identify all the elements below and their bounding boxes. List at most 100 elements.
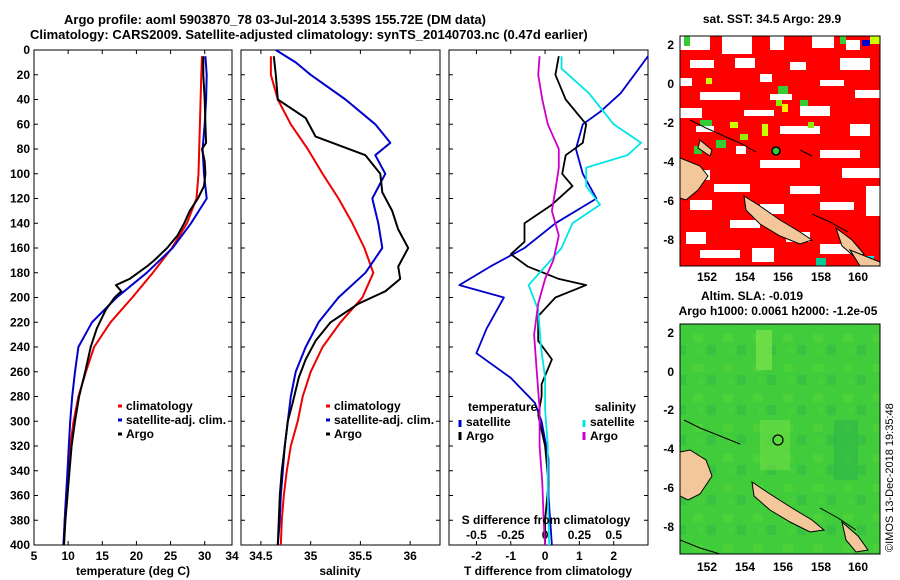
- sla-x-tick: 156: [773, 560, 793, 574]
- legend-label-climatology: climatology: [126, 399, 193, 413]
- x-tick-label: 36: [403, 549, 417, 563]
- difference-x2-axis-label: S difference from climatology: [462, 513, 631, 527]
- x-tick-label: 1: [576, 549, 583, 563]
- depth-tick-label: 240: [10, 340, 30, 354]
- legend-label-argo: Argo: [334, 427, 362, 441]
- sst-map-title: sat. SST: 34.5 Argo: 29.9: [703, 12, 842, 26]
- sla-y-tick: -4: [663, 442, 674, 456]
- series-line-salinity-argo: [533, 56, 560, 546]
- x-tick-label: 2: [610, 549, 617, 563]
- x-tick-label: 34: [225, 549, 239, 563]
- depth-tick-label: 220: [10, 315, 30, 329]
- legend-label-argo: Argo: [126, 427, 154, 441]
- x-tick-label: 20: [130, 549, 144, 563]
- sla-map-x-ticks: 152 154 156 158 160: [697, 560, 868, 574]
- depth-tick-label: 340: [10, 464, 30, 478]
- sla-y-tick: 2: [667, 326, 674, 340]
- sst-x-tick: 154: [735, 270, 755, 284]
- sst-y-tick: -4: [663, 155, 674, 169]
- x-tick-label: 0: [542, 549, 549, 563]
- series-line-climatology: [269, 56, 375, 546]
- depth-tick-label: 300: [10, 414, 30, 428]
- sst-map-x-ticks: 152 154 156 158 160: [697, 270, 868, 284]
- legend-label-satellite: satellite-adj. clim.: [334, 413, 434, 427]
- depth-tick-label: 80: [17, 142, 31, 156]
- sst-y-tick: -6: [663, 194, 674, 208]
- x2-tick-label: 0.5: [605, 528, 622, 542]
- sla-y-tick: -2: [663, 403, 674, 417]
- title-line-1: Argo profile: aoml 5903870_78 03-Jul-201…: [64, 12, 486, 27]
- depth-tick-label: 400: [10, 538, 30, 552]
- depth-tick-label: 380: [10, 513, 30, 527]
- difference-legend: temperature satellite Argo salinity sate…: [458, 400, 637, 443]
- temperature-x-axis-label: temperature (deg C): [76, 564, 190, 578]
- sla-argo-location-marker: [772, 434, 784, 446]
- sst-map-frame: [679, 35, 881, 267]
- depth-tick-label: 160: [10, 241, 30, 255]
- difference-x-axis-label: T difference from climatology: [464, 564, 632, 578]
- depth-tick-label: 180: [10, 266, 30, 280]
- sla-y-tick: 0: [667, 365, 674, 379]
- sst-y-tick: 0: [667, 77, 674, 91]
- legend-label-climatology: climatology: [334, 399, 401, 413]
- sla-y-tick: -6: [663, 481, 674, 495]
- salinity-panel: 34.5 35 35.5 36 climatology satellite-adj. …: [240, 49, 441, 578]
- depth-tick-label: 100: [10, 167, 30, 181]
- depth-tick-label: 20: [17, 68, 31, 82]
- depth-tick-label: 280: [10, 390, 30, 404]
- x-tick-label: 35.5: [349, 549, 373, 563]
- sla-map-subtitle: Argo h1000: 0.0061 h2000: -1.2e-05: [679, 304, 878, 318]
- depth-tick-label: 60: [17, 117, 31, 131]
- legend-heading-temperature: temperature: [468, 400, 538, 414]
- series-line-salinity-satellite: [527, 56, 642, 546]
- title-line-2: Climatology: CARS2009. Satellite-adjuste…: [30, 27, 588, 42]
- temperature-legend: climatology satellite-adj. clim. Argo: [118, 399, 226, 441]
- series-line-satellite-adj-clim-: [62, 56, 208, 546]
- legend-label-t-satellite: satellite: [466, 415, 511, 429]
- sla-x-tick: 154: [735, 560, 755, 574]
- sla-field: [680, 324, 880, 554]
- series-line-argo: [63, 56, 208, 546]
- depth-tick-label: 0: [23, 43, 30, 57]
- x-tick-label: 5: [31, 549, 38, 563]
- x-tick-label: 15: [96, 549, 110, 563]
- temperature-panel: 0 20 40 60 80 100 120 140 160 180 200 220 240 260 280 3…: [10, 43, 239, 578]
- x2-tick-label: -0.5: [466, 528, 487, 542]
- x2-tick-label: 0.25: [568, 528, 592, 542]
- legend-label-s-satellite: satellite: [590, 415, 635, 429]
- legend-heading-salinity: salinity: [595, 400, 637, 414]
- sst-field: [680, 36, 880, 266]
- sla-x-tick: 158: [811, 560, 831, 574]
- x-tick-label: -1: [505, 549, 516, 563]
- x-tick-label: -2: [471, 549, 482, 563]
- sla-y-tick: -8: [663, 520, 674, 534]
- salinity-legend: climatology satellite-adj. clim. Argo: [326, 399, 434, 441]
- salinity-plot-frame: [240, 49, 441, 546]
- difference-panel: -2 -1 0 1 2-0.5 -0.25 0 0.25 0.5 temperature sat…: [448, 49, 649, 578]
- sla-map-y-ticks: 2 0 -2 -4 -6 -8: [663, 326, 674, 534]
- x-tick-label: 30: [198, 549, 212, 563]
- depth-tick-label: 260: [10, 365, 30, 379]
- sst-y-tick: -2: [663, 116, 674, 130]
- depth-tick-label: 140: [10, 216, 30, 230]
- sst-x-tick: 160: [848, 270, 868, 284]
- series-line-argo: [272, 56, 410, 546]
- sst-x-tick: 156: [773, 270, 793, 284]
- x-tick-label: 35: [304, 549, 318, 563]
- imos-credit: ©IMOS 13-Dec-2018 19:35:48: [884, 403, 896, 552]
- legend-label-satellite: satellite-adj. clim.: [126, 413, 226, 427]
- sla-map: Altim. SLA: -0.019 Argo h1000: 0.0061 h2…: [663, 289, 881, 574]
- depth-tick-label: 40: [17, 93, 31, 107]
- sst-argo-location-marker: [771, 146, 781, 156]
- sst-y-tick: -8: [663, 233, 674, 247]
- sst-map-y-ticks: 2 0 -2 -4 -6 -8: [663, 38, 674, 247]
- x-tick-label: 25: [164, 549, 178, 563]
- sla-map-frame: [679, 323, 881, 555]
- depth-tick-label: 360: [10, 489, 30, 503]
- sst-x-tick: 152: [697, 270, 717, 284]
- sst-x-tick: 158: [811, 270, 831, 284]
- legend-label-s-argo: Argo: [590, 429, 618, 443]
- sst-map: sat. SST: 34.5 Argo: 29.9: [663, 12, 881, 284]
- sla-x-tick: 152: [697, 560, 717, 574]
